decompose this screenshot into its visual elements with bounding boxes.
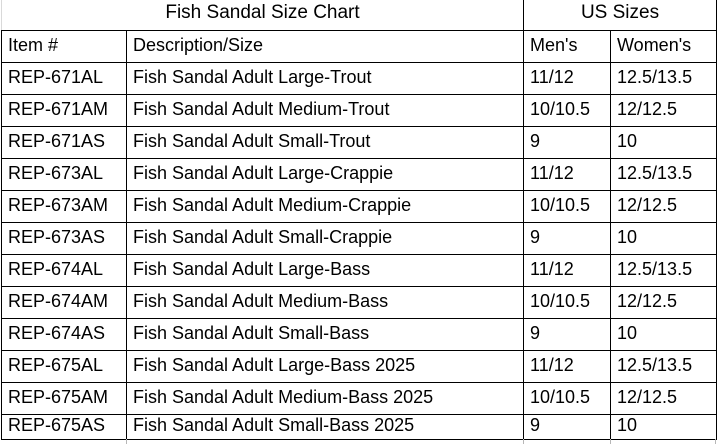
womens-size-cell: 12.5/13.5	[610, 61, 718, 95]
description-cell: Fish Sandal Adult Small-Crappie	[125, 221, 525, 255]
mens-size-cell: 10/10.5	[523, 93, 612, 127]
table-row: REP-673AM Fish Sandal Adult Medium-Crapp…	[1, 189, 718, 223]
item-cell: REP-675AL	[1, 349, 127, 383]
item-cell: REP-671AM	[1, 93, 127, 127]
description-cell: Fish Sandal Adult Small-Bass	[125, 317, 525, 351]
table-row: REP-675AM Fish Sandal Adult Medium-Bass …	[1, 381, 718, 415]
description-cell: Fish Sandal Adult Medium-Crappie	[125, 189, 525, 223]
table-row: REP-673AL Fish Sandal Adult Large-Crappi…	[1, 157, 718, 191]
womens-size-cell: 12.5/13.5	[610, 349, 718, 383]
womens-size-cell: 12/12.5	[610, 381, 718, 415]
col-header-womens: Women's	[610, 29, 718, 63]
gridline-stub	[610, 439, 611, 444]
mens-size-cell: 10/10.5	[523, 381, 612, 415]
description-cell: Fish Sandal Adult Large-Bass	[125, 253, 525, 287]
description-cell: Fish Sandal Adult Medium-Bass	[125, 285, 525, 319]
womens-size-cell: 10	[610, 413, 718, 440]
table-row: REP-674AL Fish Sandal Adult Large-Bass 1…	[1, 253, 718, 287]
womens-size-cell: 10	[610, 317, 718, 351]
mens-size-cell: 10/10.5	[523, 285, 612, 319]
item-cell: REP-675AS	[1, 413, 127, 440]
description-cell: Fish Sandal Adult Medium-Trout	[125, 93, 525, 127]
column-header-row: Item # Description/Size Men's Women's	[1, 29, 718, 63]
gridline-stub	[715, 439, 716, 444]
mens-size-cell: 10/10.5	[523, 189, 612, 223]
item-cell: REP-671AL	[1, 61, 127, 95]
item-cell: REP-671AS	[1, 125, 127, 159]
table-row: REP-675AS Fish Sandal Adult Small-Bass 2…	[1, 413, 718, 440]
description-cell: Fish Sandal Adult Small-Bass 2025	[125, 413, 525, 440]
description-cell: Fish Sandal Adult Large-Trout	[125, 61, 525, 95]
table-row: REP-671AS Fish Sandal Adult Small-Trout …	[1, 125, 718, 159]
mens-size-cell: 9	[523, 125, 612, 159]
womens-size-cell: 12/12.5	[610, 189, 718, 223]
mens-size-cell: 9	[523, 221, 612, 255]
item-cell: REP-673AS	[1, 221, 127, 255]
item-cell: REP-673AM	[1, 189, 127, 223]
item-cell: REP-674AS	[1, 317, 127, 351]
mens-size-cell: 11/12	[523, 61, 612, 95]
col-header-item: Item #	[1, 29, 127, 63]
col-header-description: Description/Size	[125, 29, 525, 63]
table-row: REP-671AL Fish Sandal Adult Large-Trout …	[1, 61, 718, 95]
gridline-stub	[523, 439, 524, 444]
table-row: REP-674AS Fish Sandal Adult Small-Bass 9…	[1, 317, 718, 351]
description-cell: Fish Sandal Adult Medium-Bass 2025	[125, 381, 525, 415]
table-row: REP-675AL Fish Sandal Adult Large-Bass 2…	[1, 349, 718, 383]
womens-size-cell: 12/12.5	[610, 93, 718, 127]
mens-size-cell: 11/12	[523, 253, 612, 287]
description-cell: Fish Sandal Adult Large-Bass 2025	[125, 349, 525, 383]
mens-size-cell: 9	[523, 413, 612, 440]
item-cell: REP-673AL	[1, 157, 127, 191]
womens-size-cell: 10	[610, 125, 718, 159]
table-row: REP-674AM Fish Sandal Adult Medium-Bass …	[1, 285, 718, 319]
description-cell: Fish Sandal Adult Large-Crappie	[125, 157, 525, 191]
description-cell: Fish Sandal Adult Small-Trout	[125, 125, 525, 159]
us-sizes-group-header: US Sizes	[523, 0, 718, 31]
table-row: REP-671AM Fish Sandal Adult Medium-Trout…	[1, 93, 718, 127]
mens-size-cell: 9	[523, 317, 612, 351]
womens-size-cell: 12/12.5	[610, 285, 718, 319]
item-cell: REP-675AM	[1, 381, 127, 415]
womens-size-cell: 12.5/13.5	[610, 253, 718, 287]
mens-size-cell: 11/12	[523, 157, 612, 191]
item-cell: REP-674AL	[1, 253, 127, 287]
item-cell: REP-674AM	[1, 285, 127, 319]
col-header-mens: Men's	[523, 29, 612, 63]
table-title-row: Fish Sandal Size Chart US Sizes	[0, 0, 718, 31]
table-row: REP-673AS Fish Sandal Adult Small-Crappi…	[1, 221, 718, 255]
table-title: Fish Sandal Size Chart	[0, 0, 525, 31]
gridline-stub	[126, 439, 127, 444]
womens-size-cell: 12.5/13.5	[610, 157, 718, 191]
womens-size-cell: 10	[610, 221, 718, 255]
mens-size-cell: 11/12	[523, 349, 612, 383]
